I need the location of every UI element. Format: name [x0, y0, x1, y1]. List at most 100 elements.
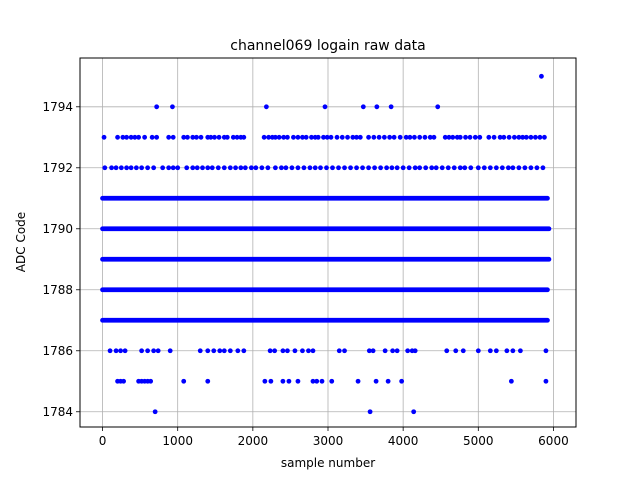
data-point — [542, 134, 547, 140]
data-point — [412, 348, 418, 354]
data-point — [200, 165, 205, 171]
data-point — [412, 165, 418, 171]
data-point — [118, 348, 123, 354]
data-point — [102, 165, 108, 171]
data-point — [235, 348, 241, 354]
data-point — [345, 134, 350, 140]
data-point — [487, 165, 493, 171]
data-point — [217, 348, 223, 354]
data-point — [238, 165, 244, 171]
data-point — [234, 134, 240, 140]
data-point — [281, 134, 287, 140]
data-point — [139, 165, 145, 171]
data-point — [522, 165, 528, 171]
data-points — [100, 73, 552, 415]
data-point — [216, 134, 222, 140]
data-point — [310, 378, 316, 384]
data-point — [314, 378, 320, 384]
data-point — [433, 165, 439, 171]
data-point — [122, 348, 128, 354]
data-point — [300, 348, 305, 354]
data-point — [198, 134, 204, 140]
data-point — [322, 104, 328, 110]
data-point — [175, 165, 181, 171]
y-tick-label: 1792 — [42, 161, 73, 175]
data-point — [355, 378, 361, 384]
data-point — [371, 134, 377, 140]
data-point — [384, 165, 390, 171]
data-point — [253, 165, 259, 171]
data-point — [145, 165, 151, 171]
data-point — [151, 348, 157, 354]
data-point — [450, 134, 456, 140]
data-point — [152, 409, 158, 415]
data-point — [227, 348, 233, 354]
data-point — [360, 165, 365, 171]
x-tick-label: 3000 — [313, 434, 344, 448]
data-point — [170, 134, 176, 140]
data-point — [262, 378, 268, 384]
data-point — [400, 165, 406, 171]
data-point — [295, 165, 301, 171]
x-tick-label: 5000 — [463, 434, 494, 448]
data-point — [101, 134, 107, 140]
data-point — [221, 348, 227, 354]
data-point — [295, 378, 301, 384]
data-point — [487, 348, 493, 354]
data-point — [446, 134, 452, 140]
data-point — [291, 134, 296, 140]
data-point — [208, 134, 214, 140]
data-point — [211, 348, 217, 354]
data-point — [272, 165, 278, 171]
data-point — [181, 134, 187, 140]
data-point — [154, 104, 160, 110]
data-point — [339, 134, 345, 140]
data-point — [280, 378, 286, 384]
data-point — [388, 104, 394, 110]
data-point — [285, 348, 290, 354]
data-point — [501, 134, 507, 140]
data-point — [309, 134, 314, 140]
y-axis-ticks: 1784 1786 1788 1790 1792 1794 — [42, 100, 80, 419]
data-point — [212, 134, 217, 140]
data-point — [481, 165, 487, 171]
x-tick-label: 6000 — [538, 434, 569, 448]
data-point — [241, 134, 247, 140]
data-point — [534, 165, 540, 171]
data-point — [300, 134, 305, 140]
data-point — [324, 165, 329, 171]
data-point — [318, 165, 323, 171]
data-point — [221, 165, 227, 171]
data-point — [382, 348, 388, 354]
data-point — [272, 348, 278, 354]
data-point — [215, 165, 221, 171]
data-point — [303, 134, 309, 140]
data-point — [194, 165, 200, 171]
y-axis-label: ADC Code — [14, 212, 28, 272]
data-point — [499, 165, 505, 171]
data-point — [283, 165, 289, 171]
data-point — [209, 165, 215, 171]
data-point — [460, 348, 466, 354]
data-point — [301, 165, 307, 171]
data-point — [306, 348, 311, 354]
data-point — [397, 134, 403, 140]
data-point — [493, 165, 499, 171]
data-point — [378, 165, 384, 171]
data-point — [475, 348, 481, 354]
data-point — [516, 165, 522, 171]
data-point — [124, 134, 129, 140]
data-point — [374, 104, 380, 110]
data-point — [429, 165, 435, 171]
data-point — [324, 134, 330, 140]
data-point — [453, 348, 459, 354]
data-point — [407, 134, 413, 140]
data-point — [444, 348, 450, 354]
data-point — [154, 134, 160, 140]
data-point — [136, 134, 142, 140]
data-point — [272, 134, 278, 140]
data-point — [475, 165, 481, 171]
data-point — [354, 165, 359, 171]
data-point — [381, 134, 387, 140]
